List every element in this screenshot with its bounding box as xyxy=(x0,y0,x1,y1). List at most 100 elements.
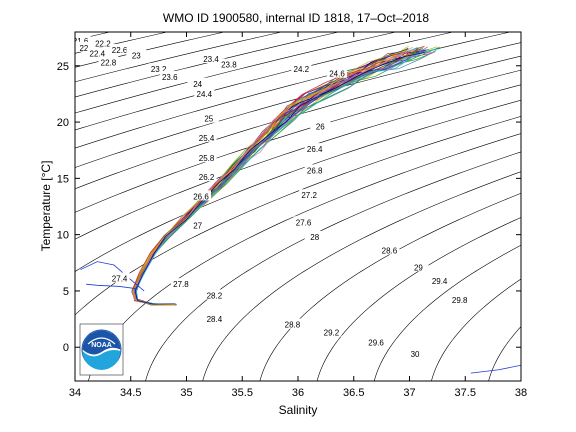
profile-line xyxy=(131,49,409,306)
contour-label-bg xyxy=(379,244,400,255)
contour-label-bg xyxy=(187,219,208,230)
outlier-profile-line xyxy=(80,261,145,292)
contour-label: 22 xyxy=(79,44,88,53)
density-contour xyxy=(75,32,396,114)
profile-line xyxy=(133,50,412,306)
noaa-logo: NOAA xyxy=(79,323,124,376)
contour-label: 23.2 xyxy=(151,65,167,74)
x-axis: 34 34.5 35 35.5 36 36.5 37 37.5 38 xyxy=(69,32,527,399)
contour-label-bg xyxy=(98,56,119,67)
density-contour xyxy=(75,55,521,190)
contour-label-bg xyxy=(87,47,108,58)
x-tick-label: 36 xyxy=(292,387,304,399)
contour-label: 29.2 xyxy=(324,329,340,338)
profile-line xyxy=(134,51,414,306)
chart-title: WMO ID 1900580, internal ID 1818, 17–Oct… xyxy=(163,11,429,25)
contour-label: 22.4 xyxy=(90,49,106,58)
contour-label: 26.6 xyxy=(193,192,209,201)
profile-line xyxy=(133,53,417,305)
contour-label-bg xyxy=(366,336,387,347)
contour-label-bg xyxy=(201,53,222,64)
contour-label-bg xyxy=(304,164,325,175)
contour-label-bg xyxy=(304,143,325,154)
contour-label-bg xyxy=(190,190,211,201)
contour-label: 24.4 xyxy=(197,90,213,99)
density-contour xyxy=(75,116,521,316)
contour-label: 22.2 xyxy=(95,39,111,48)
profile-line xyxy=(132,47,418,306)
contour-label-bg xyxy=(126,49,147,60)
contour-label-bg xyxy=(282,318,303,329)
contour-label: 28.6 xyxy=(382,246,398,255)
density-contour xyxy=(316,217,521,381)
profile-line xyxy=(133,48,419,305)
contour-label: 27 xyxy=(193,222,202,231)
contour-label: 25.4 xyxy=(199,134,215,143)
contour-label: 23.8 xyxy=(221,61,237,70)
profile-line xyxy=(134,51,435,305)
contour-label-bg xyxy=(293,216,314,227)
profile-line xyxy=(131,45,409,305)
contour-label: 28 xyxy=(310,233,319,242)
y-tick-label: 25 xyxy=(57,61,69,73)
profile-lines xyxy=(80,45,521,374)
contour-label: 29 xyxy=(414,263,423,272)
contour-label: 25 xyxy=(204,115,213,124)
y-tick-label: 10 xyxy=(57,230,69,242)
y-axis: 0 5 10 15 20 25 xyxy=(57,61,521,354)
density-contours xyxy=(75,32,576,381)
contour-label-bg xyxy=(327,67,348,78)
profile-line xyxy=(134,51,429,305)
contour-label: 26.2 xyxy=(199,173,215,182)
contour-label: 29.6 xyxy=(368,339,384,348)
contour-label: 23 xyxy=(132,52,141,61)
contour-label-bg xyxy=(218,58,239,69)
contour-label-bg xyxy=(299,189,320,200)
density-contour xyxy=(75,32,511,149)
y-tick-label: 15 xyxy=(57,173,69,185)
profile-line xyxy=(131,48,407,306)
contour-label-bg xyxy=(92,37,113,48)
profile-line xyxy=(134,46,440,306)
density-contour xyxy=(202,171,521,381)
density-contour xyxy=(546,32,576,381)
profile-line xyxy=(132,51,404,306)
contour-label: 28.8 xyxy=(285,321,301,330)
profile-line xyxy=(132,47,409,306)
contour-label-bg xyxy=(449,293,470,304)
contour-label: 24 xyxy=(193,80,202,89)
contour-label: 29.8 xyxy=(452,296,468,305)
profile-line xyxy=(131,51,404,306)
contour-label-bg xyxy=(291,63,312,74)
density-contour xyxy=(431,278,521,381)
contour-label: 22.6 xyxy=(112,46,128,55)
density-contour xyxy=(75,32,453,131)
profile-line xyxy=(135,46,438,305)
density-contour xyxy=(75,69,521,213)
contour-label-bg xyxy=(159,71,180,82)
profile-line xyxy=(134,51,425,305)
contour-label: 28.2 xyxy=(207,291,223,300)
x-tick-label: 38 xyxy=(515,387,527,399)
y-tick-label: 0 xyxy=(63,342,69,354)
x-tick-label: 37.5 xyxy=(455,387,476,399)
contour-label-bg xyxy=(187,77,208,88)
x-tick-label: 34.5 xyxy=(120,387,141,399)
contour-label-bg xyxy=(148,63,169,74)
x-tick-label: 35.5 xyxy=(232,387,253,399)
y-tick-label: 5 xyxy=(63,286,69,298)
contour-label-bg xyxy=(405,347,426,358)
density-contour xyxy=(145,151,521,381)
contour-label-bg xyxy=(194,87,215,98)
contour-label-bg xyxy=(204,313,225,324)
contour-label-bg xyxy=(196,152,217,163)
contour-label: 26.8 xyxy=(307,166,323,175)
profile-line xyxy=(135,51,436,305)
contour-label: 25.8 xyxy=(199,154,215,163)
density-contour xyxy=(75,32,339,98)
profile-line xyxy=(134,51,422,305)
contour-label-bg xyxy=(198,112,219,123)
logo-text: NOAA xyxy=(91,342,112,349)
contour-label-bg xyxy=(75,41,94,52)
